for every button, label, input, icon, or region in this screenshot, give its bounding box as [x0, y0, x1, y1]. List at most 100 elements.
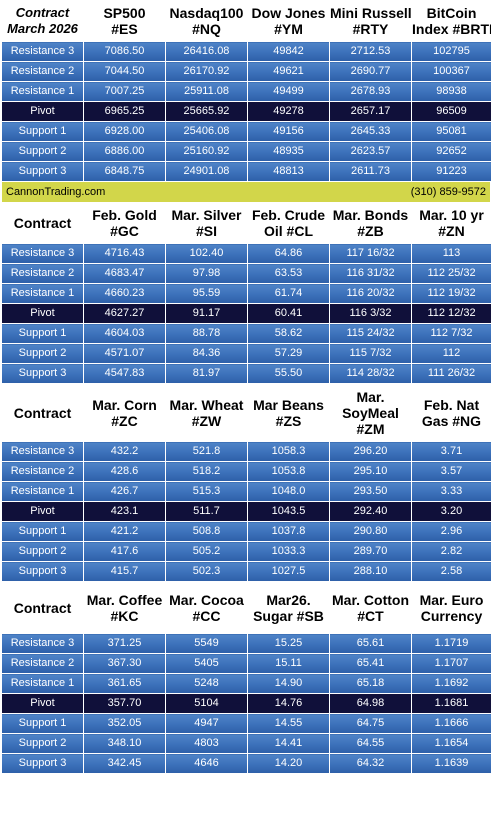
value-cell: 25406.08: [165, 121, 248, 142]
row-label: Resistance 2: [1, 61, 84, 82]
site-link[interactable]: CannonTrading.com: [6, 186, 106, 198]
row-label: Support 3: [1, 161, 84, 182]
column-header-line1: Feb. Crude: [251, 207, 326, 223]
table-row: Resistance 3 432.2 521.8 1058.3 296.20 3.71: [1, 441, 492, 462]
value-cell: 58.62: [247, 323, 330, 344]
value-cell: 49499: [247, 81, 330, 102]
value-cell: 352.05: [83, 713, 166, 734]
column-header: Mar. Corn #ZC: [83, 384, 166, 442]
value-cell: 64.32: [329, 753, 412, 774]
value-cell: 25911.08: [165, 81, 248, 102]
value-cell: 26170.92: [165, 61, 248, 82]
table-row: Support 2 6886.00 25160.92 48935 2623.57 9265…: [1, 141, 492, 162]
contract-header-line1: Contract: [13, 405, 72, 421]
value-cell: 14.76: [247, 693, 330, 714]
value-cell: 426.7: [83, 481, 166, 502]
pivot-row: Pivot 4627.27 91.17 60.41 116 3/32 112 12/32: [1, 303, 492, 324]
value-cell: 415.7: [83, 561, 166, 582]
row-label: Resistance 2: [1, 461, 84, 482]
value-cell: 423.1: [83, 501, 166, 522]
value-cell: 84.36: [165, 343, 248, 364]
row-label: Resistance 1: [1, 81, 84, 102]
value-cell: 57.29: [247, 343, 330, 364]
row-label: Support 2: [1, 141, 84, 162]
column-header: Mar. Bonds #ZB: [329, 202, 412, 244]
value-cell: 7007.25: [83, 81, 166, 102]
value-cell: 65.18: [329, 673, 412, 694]
table-row: Resistance 3 7086.50 26416.08 49842 2712.53 1…: [1, 41, 492, 62]
value-cell: 293.50: [329, 481, 412, 502]
value-cell: 2712.53: [329, 41, 412, 62]
value-cell: 112 25/32: [411, 263, 492, 284]
row-label: Support 2: [1, 541, 84, 562]
value-cell: 508.8: [165, 521, 248, 542]
value-cell: 102.40: [165, 243, 248, 264]
value-cell: 115 24/32: [329, 323, 412, 344]
value-cell: 1.1666: [411, 713, 492, 734]
value-cell: 295.10: [329, 461, 412, 482]
value-cell: 14.90: [247, 673, 330, 694]
column-header-line2: #NQ: [192, 21, 221, 37]
row-label: Support 2: [1, 343, 84, 364]
column-header: Dow Jones #YM: [247, 0, 330, 42]
value-cell: 115 7/32: [329, 343, 412, 364]
row-label: Resistance 3: [1, 41, 84, 62]
row-label: Pivot: [1, 101, 84, 122]
column-header-line1: Feb. Gold: [92, 207, 157, 223]
value-cell: 25665.92: [165, 101, 248, 122]
column-header: Nasdaq100 #NQ: [165, 0, 248, 42]
value-cell: 1048.0: [247, 481, 330, 502]
column-header-line2: #CC: [192, 608, 221, 624]
column-header-line1: Mar. Corn: [92, 397, 157, 413]
column-header-line2: Currency: [420, 608, 483, 624]
value-cell: 113: [411, 243, 492, 264]
value-cell: 95081: [411, 121, 492, 142]
column-header: Mar. Coffee #KC: [83, 582, 166, 634]
value-cell: 2678.93: [329, 81, 412, 102]
value-cell: 432.2: [83, 441, 166, 462]
value-cell: 518.2: [165, 461, 248, 482]
table-row: Resistance 3 371.25 5549 15.25 65.61 1.1719: [1, 633, 492, 654]
value-cell: 60.41: [247, 303, 330, 324]
table-row: Support 1 4604.03 88.78 58.62 115 24/32 112 7…: [1, 323, 492, 344]
value-cell: 3.33: [411, 481, 492, 502]
value-cell: 2645.33: [329, 121, 412, 142]
value-cell: 2690.77: [329, 61, 412, 82]
row-label: Resistance 3: [1, 441, 84, 462]
column-header-line2: #YM: [274, 21, 303, 37]
value-cell: 1.1654: [411, 733, 492, 754]
column-header: SP500 #ES: [83, 0, 166, 42]
table-row: Resistance 3 4716.43 102.40 64.86 117 16/32 1…: [1, 243, 492, 264]
column-header-line2: Index #BRTI: [412, 21, 492, 37]
value-cell: 3.57: [411, 461, 492, 482]
value-cell: 2.82: [411, 541, 492, 562]
value-cell: 1027.5: [247, 561, 330, 582]
table-row: Support 1 6928.00 25406.08 49156 2645.33 9508…: [1, 121, 492, 142]
value-cell: 63.53: [247, 263, 330, 284]
value-cell: 64.75: [329, 713, 412, 734]
value-cell: 116 3/32: [329, 303, 412, 324]
value-cell: 2.96: [411, 521, 492, 542]
row-label: Resistance 1: [1, 481, 84, 502]
value-cell: 112 7/32: [411, 323, 492, 344]
value-cell: 48935: [247, 141, 330, 162]
value-cell: 1058.3: [247, 441, 330, 462]
value-cell: 112 12/32: [411, 303, 492, 324]
table-row: Resistance 1 361.65 5248 14.90 65.18 1.1692: [1, 673, 492, 694]
table-row: Support 2 4571.07 84.36 57.29 115 7/32 112: [1, 343, 492, 364]
row-label: Resistance 1: [1, 283, 84, 304]
pivot-row: Pivot 357.70 5104 14.76 64.98 1.1681: [1, 693, 492, 714]
table-row: Resistance 1 7007.25 25911.08 49499 2678.93 9…: [1, 81, 492, 102]
row-label: Support 3: [1, 363, 84, 384]
value-cell: 1.1639: [411, 753, 492, 774]
value-cell: 49842: [247, 41, 330, 62]
column-header-line1: Mar. Cocoa: [169, 592, 244, 608]
value-cell: 91.17: [165, 303, 248, 324]
column-header-line2: SoyMeal: [342, 405, 399, 421]
pivot-table-section-4: Contract Mar. Coffee #KC Mar. Cocoa #CC Ma…: [1, 582, 492, 774]
value-cell: 15.11: [247, 653, 330, 674]
column-header-line3: #ZM: [356, 421, 385, 437]
value-cell: 116 31/32: [329, 263, 412, 284]
value-cell: 4716.43: [83, 243, 166, 264]
value-cell: 5405: [165, 653, 248, 674]
